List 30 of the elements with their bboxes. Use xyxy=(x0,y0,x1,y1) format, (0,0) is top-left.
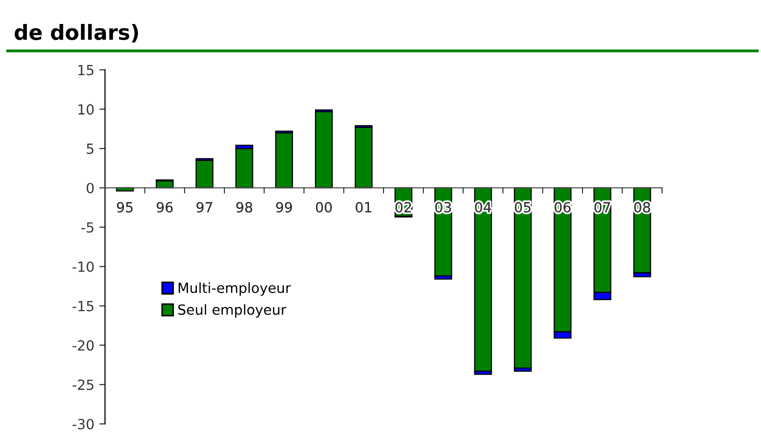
x-tick-label: 04 xyxy=(475,202,492,212)
bar xyxy=(235,148,254,188)
x-tick-label: 96 xyxy=(156,202,173,212)
bar xyxy=(474,187,492,372)
y-tick-label: -20 xyxy=(72,340,94,351)
x-tick-label: 01 xyxy=(356,202,372,212)
bar xyxy=(314,110,333,188)
x-tick-label: 95 xyxy=(116,202,133,212)
x-tick-label: 98 xyxy=(236,202,252,212)
x-tick-label: 99 xyxy=(276,202,292,212)
legend-label: Multi-employeur xyxy=(178,282,291,296)
chart-title: de dollars) xyxy=(14,24,138,43)
y-tick-label: -15 xyxy=(72,301,94,312)
legend-label: Seul employeur xyxy=(178,304,286,318)
y-tick-label: 0 xyxy=(86,182,94,194)
x-tick-label: 00 xyxy=(316,202,332,212)
y-tick-label: -10 xyxy=(72,261,94,272)
bar xyxy=(514,187,532,369)
x-tick-label: 02 xyxy=(396,202,411,212)
x-tick-label: 07 xyxy=(594,202,610,212)
y-tick-label: 10 xyxy=(78,104,94,115)
bar xyxy=(196,160,214,188)
bar xyxy=(354,126,373,188)
y-tick-label: -5 xyxy=(81,222,94,233)
x-tick-label: 97 xyxy=(196,202,212,212)
y-tick-label: -30 xyxy=(72,418,94,430)
y-tick-label: 5 xyxy=(86,144,94,154)
y-tick-label: 15 xyxy=(78,64,94,76)
y-tick-label: -25 xyxy=(72,380,94,390)
bar xyxy=(275,132,293,188)
